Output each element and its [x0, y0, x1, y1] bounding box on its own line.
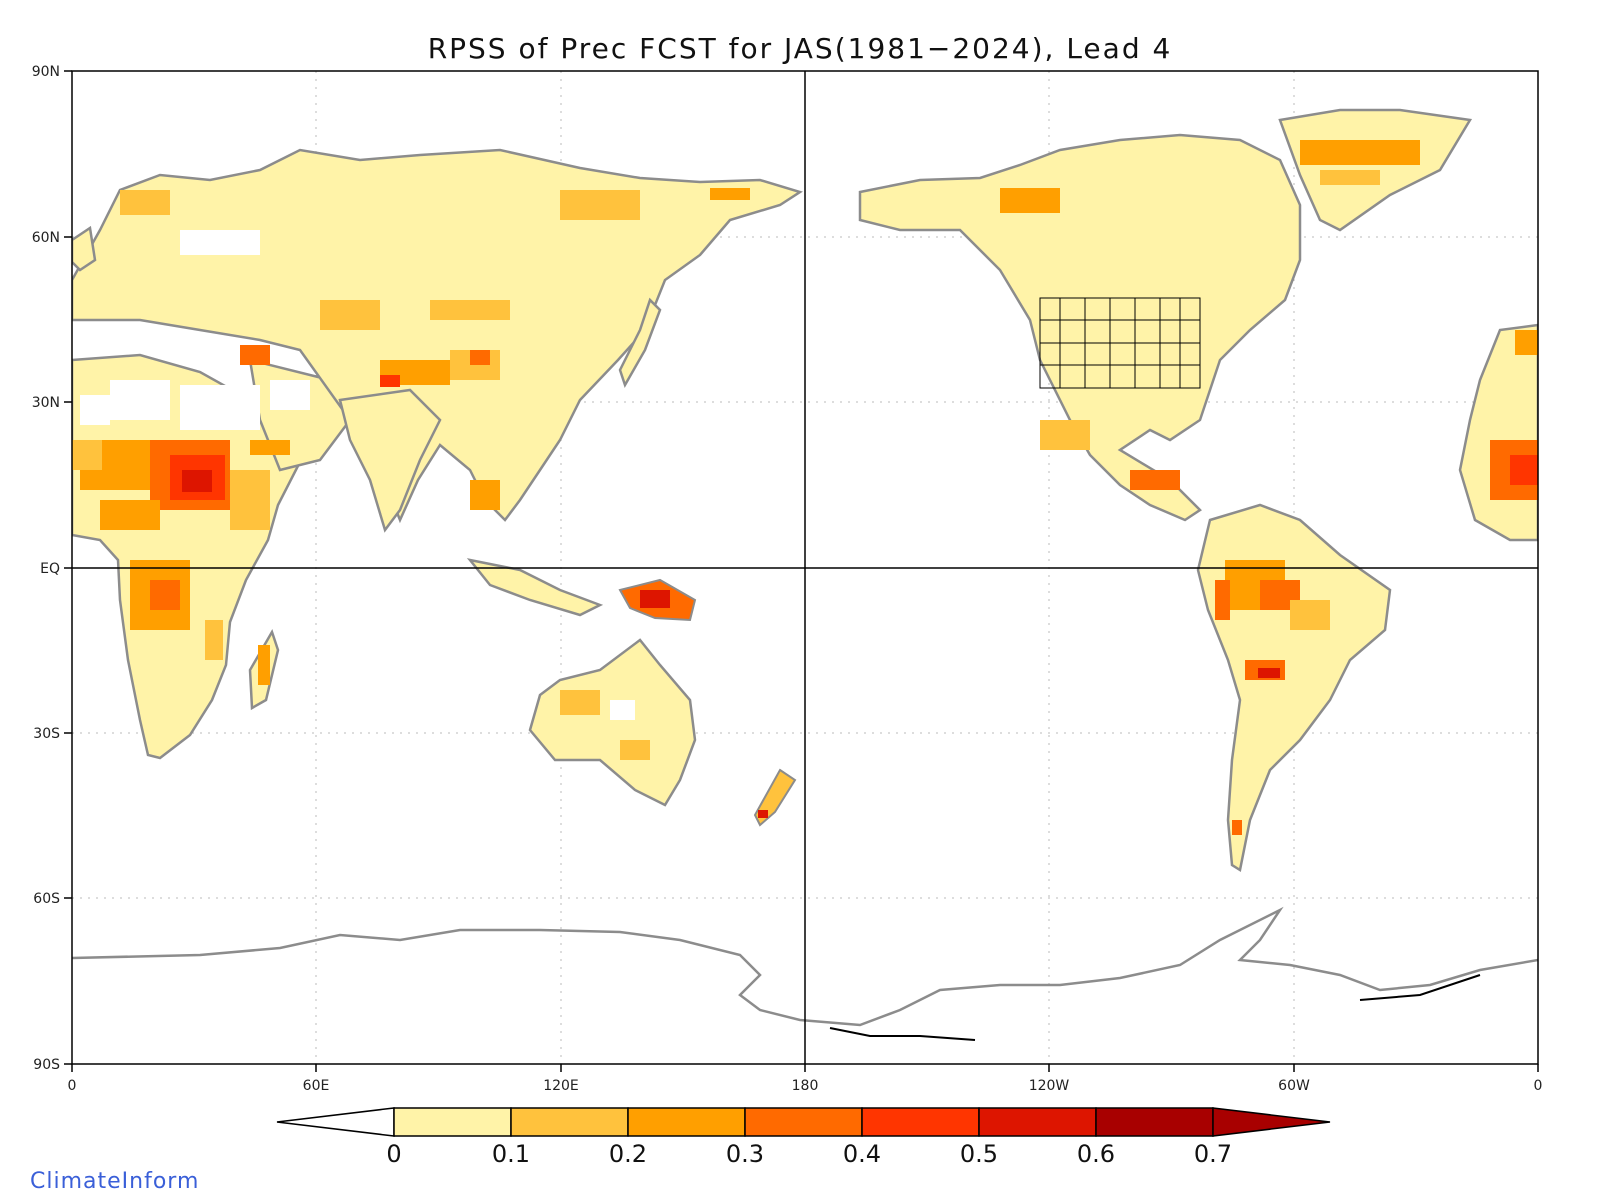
colorbar-bin [978, 1107, 1097, 1137]
lat-tick-label: 90S [33, 1057, 60, 1073]
land-skill-eurasia-africa [72, 148, 803, 760]
lat-tick-label: 30N [32, 395, 60, 411]
southeast-asia-islands [466, 558, 604, 617]
australia-land [528, 638, 697, 807]
land-skill-australia [528, 638, 797, 827]
lon-tick-label: 0 [68, 1078, 77, 1094]
india-land [338, 388, 442, 533]
colorbar-low-arrow [276, 1107, 395, 1137]
no-skill-regions [80, 230, 310, 430]
colorbar-bin [627, 1107, 746, 1137]
north-america-land [858, 133, 1302, 522]
colorbar-bin [510, 1107, 629, 1137]
map-plot-area [72, 71, 1538, 1064]
lat-tick-label: 90N [32, 64, 60, 80]
antarctica-land [72, 906, 1538, 1041]
lat-tick-label: 60N [32, 230, 60, 246]
credit-label: ClimateInform [30, 1169, 199, 1194]
colorbar-tick-label: 0.1 [492, 1140, 530, 1168]
colorbar-tick-label: 0.2 [609, 1140, 647, 1168]
colorbar-tick-label: 0 [386, 1140, 401, 1168]
lat-tick-label: 60S [33, 891, 60, 907]
land-skill-americas [858, 108, 1473, 873]
lon-tick-label: 0 [1534, 1078, 1543, 1094]
colorbar-tick-label: 0.6 [1077, 1140, 1115, 1168]
colorbar-bin [1095, 1107, 1214, 1137]
colorbar-tick-label: 0.4 [843, 1140, 881, 1168]
colorbar-tick-label: 0.7 [1194, 1140, 1232, 1168]
lon-tick-label: 180 [792, 1078, 819, 1094]
colorbar-high-arrow [1212, 1107, 1331, 1137]
colorbar-bin [393, 1107, 512, 1137]
longitude-axis [71, 1064, 1539, 1072]
lat-tick-label: EQ [40, 561, 60, 577]
colorbar-bin [861, 1107, 980, 1137]
lon-tick-label: 60W [1278, 1078, 1310, 1094]
colorbar-bin [744, 1107, 863, 1137]
us-state-boundaries [1039, 297, 1201, 389]
britain-land [72, 225, 97, 272]
colorbar: 0 0.1 0.2 0.3 0.4 0.5 0.6 0.7 [276, 1107, 1331, 1168]
japan-land [618, 297, 662, 389]
lon-tick-label: 120E [543, 1078, 579, 1094]
lon-tick-label: 60E [303, 1078, 330, 1094]
skill-patches-africa [72, 440, 270, 685]
latitude-axis [64, 70, 72, 1065]
map-title: RPSS of Prec FCST for JAS(1981−2024), Le… [428, 32, 1173, 65]
longitude-labels: 0 60E 120E 180 120W 60W 0 [68, 1078, 1543, 1094]
colorbar-tick-label: 0.3 [726, 1140, 764, 1168]
latitude-labels: 90N 60N 30N EQ 30S 60S 90S [32, 64, 60, 1073]
land-skill-west-africa-wrap [1458, 323, 1538, 542]
colorbar-tick-label: 0.5 [960, 1140, 998, 1168]
skill-patches-asia [120, 188, 750, 510]
lat-tick-label: 30S [33, 726, 60, 742]
lon-tick-label: 120W [1029, 1078, 1070, 1094]
